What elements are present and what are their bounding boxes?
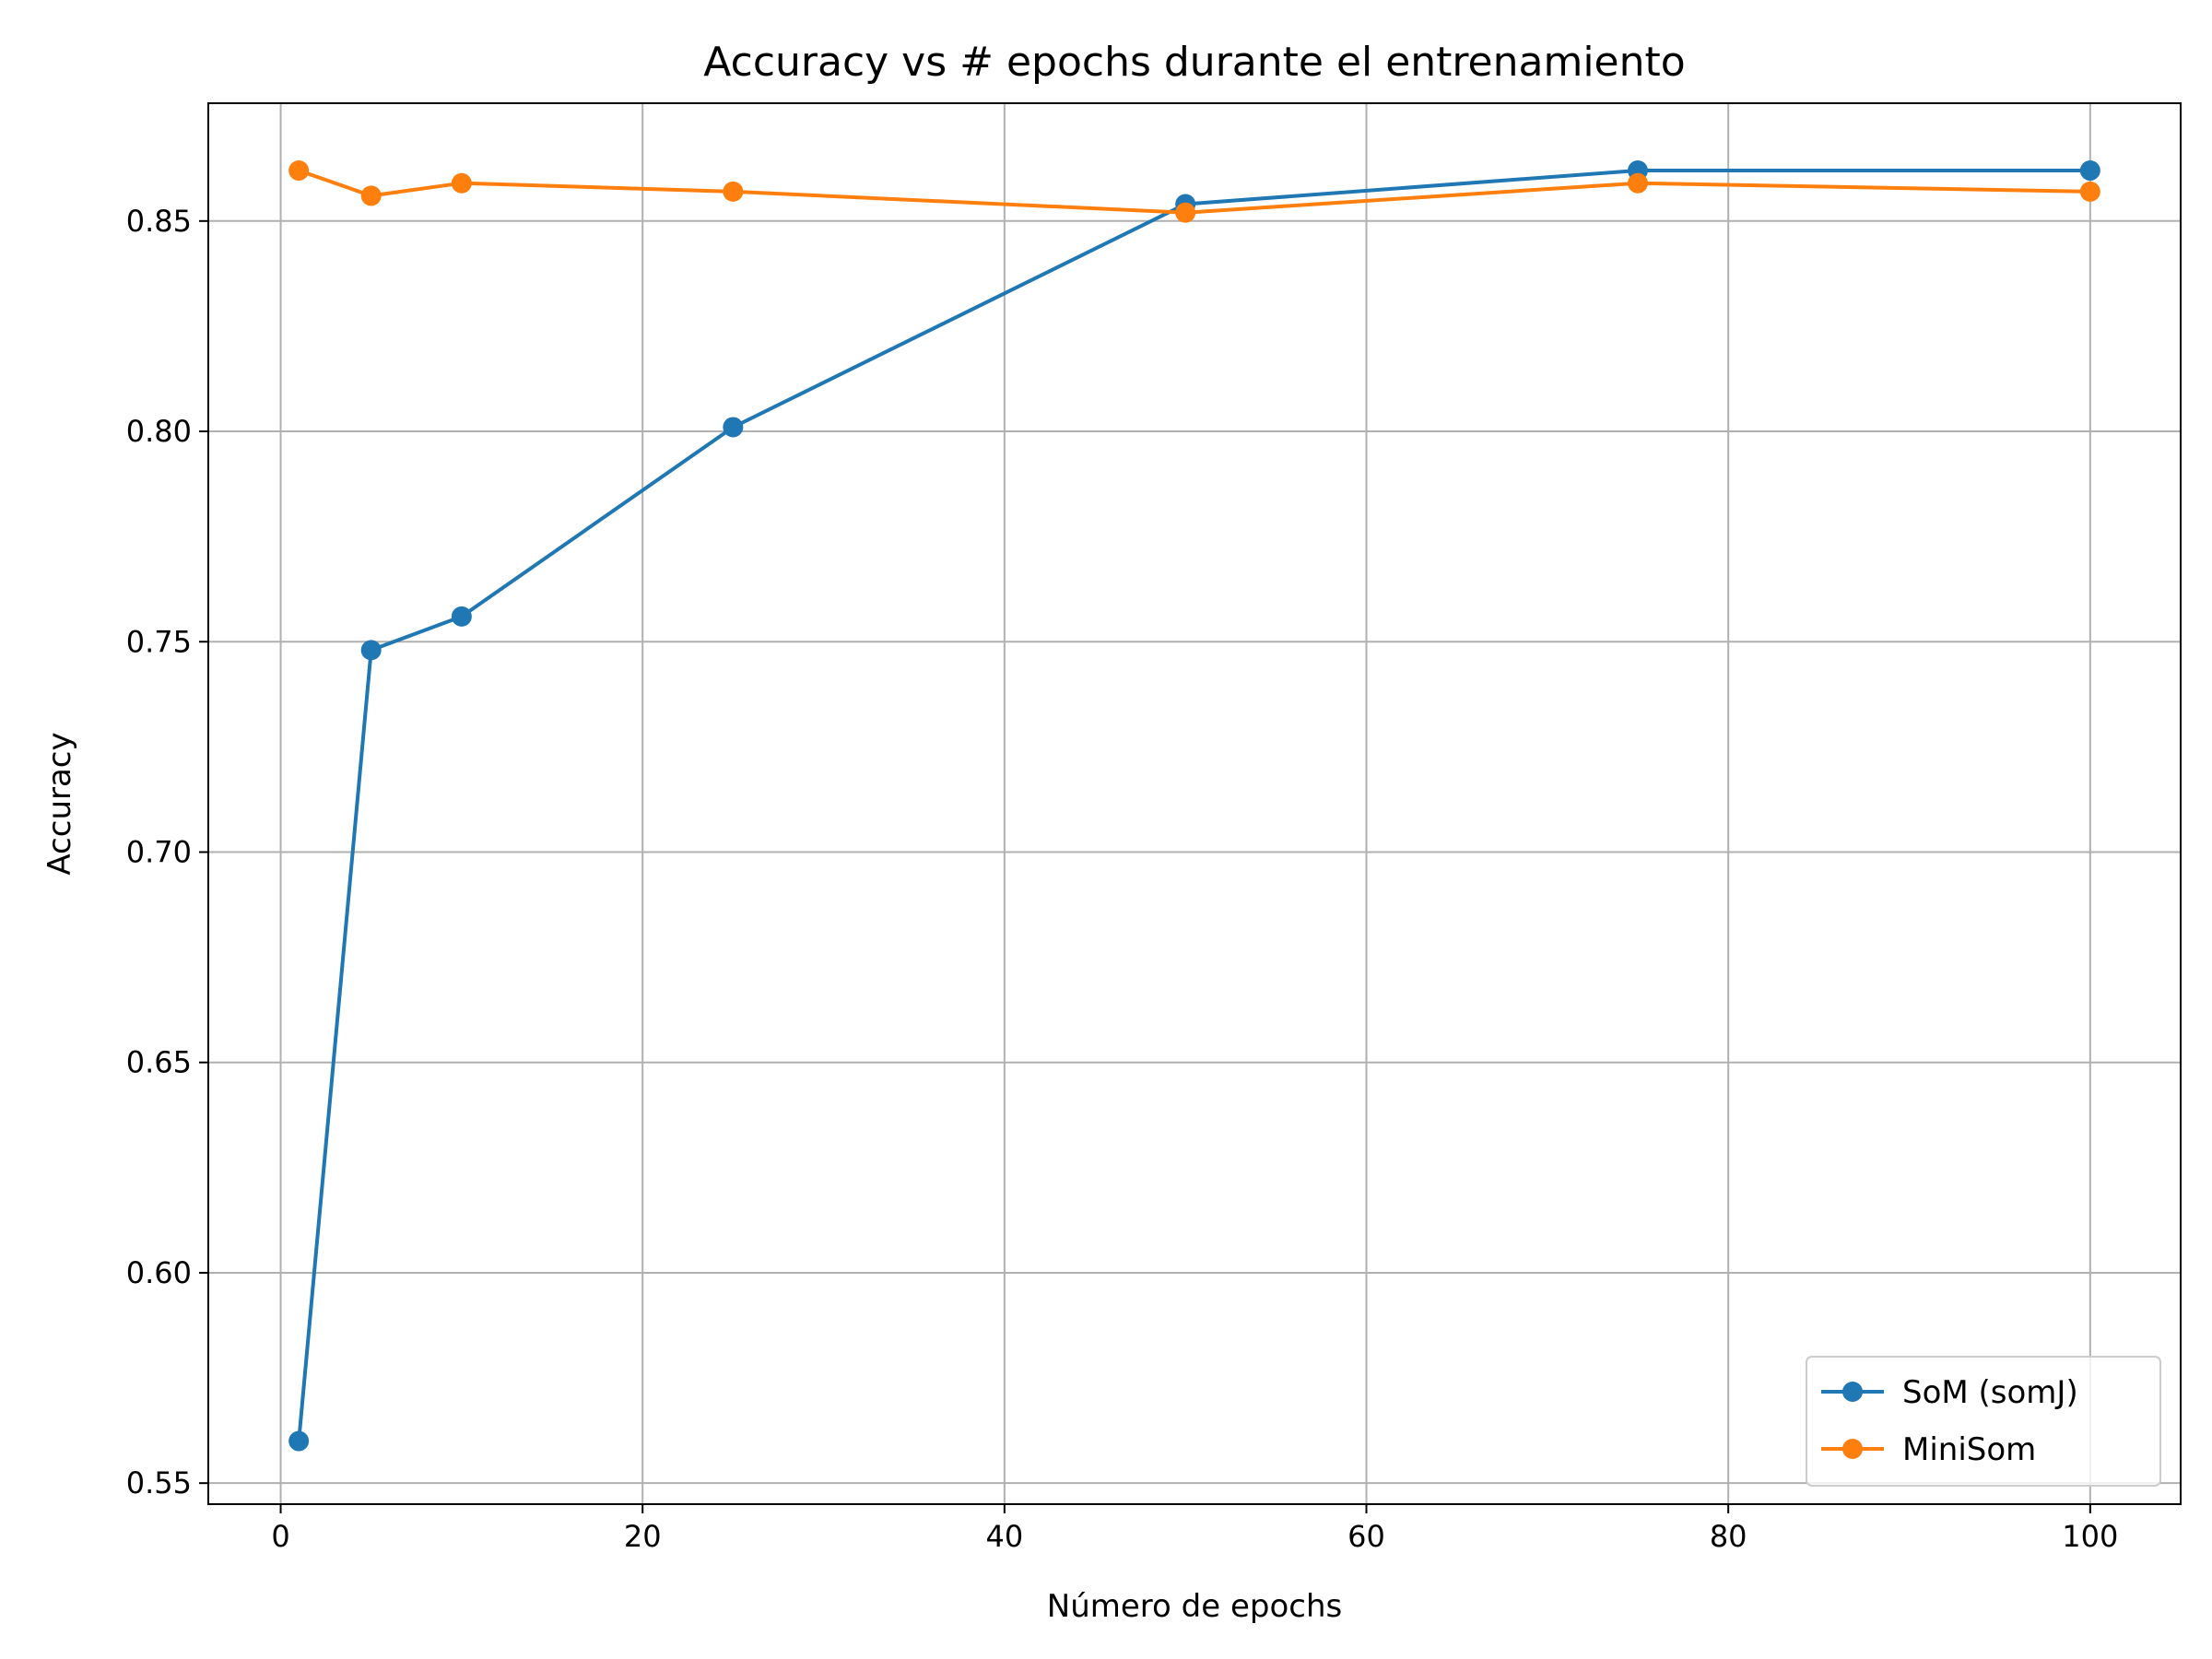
axis-ticks: 0 20 40 60 80 100 0.55 0.60 0.65 0.70 0.75 0.80 0.85	[126, 204, 2119, 1554]
x-tick-label: 0	[271, 1519, 289, 1554]
x-axis-title: Número de epochs	[1047, 1588, 1342, 1625]
x-tick-label: 100	[2062, 1519, 2118, 1554]
series-2-point	[451, 172, 472, 194]
legend-label: MiniSom	[1902, 1431, 2036, 1468]
x-tick-label: 20	[624, 1519, 662, 1554]
series-1-point	[288, 1430, 310, 1452]
grid	[208, 103, 2181, 1504]
x-tick-label: 60	[1347, 1519, 1385, 1554]
x-tick-label: 40	[985, 1519, 1023, 1554]
series-2-point	[2079, 181, 2100, 202]
y-tick-label: 0.55	[126, 1465, 192, 1500]
series-1-point	[360, 640, 382, 661]
legend: SoM (somJ) MiniSom	[1806, 1356, 2161, 1487]
legend-item: MiniSom	[1821, 1431, 2036, 1468]
series-1-point	[723, 417, 744, 438]
legend-box	[1806, 1356, 2161, 1487]
series-1-point	[451, 606, 472, 627]
y-axis-title: Accuracy	[41, 732, 78, 875]
series-2-point	[1628, 172, 1649, 194]
series-2-point	[1175, 202, 1196, 223]
y-tick-label: 0.80	[126, 414, 192, 449]
y-tick-label: 0.85	[126, 204, 192, 239]
series-2-point	[723, 181, 744, 202]
series-layer	[288, 160, 2100, 1452]
chart-title: Accuracy vs # epochs durante el entrenam…	[703, 39, 1685, 86]
x-tick-label: 80	[1710, 1519, 1747, 1554]
legend-label: SoM (somJ)	[1902, 1374, 2078, 1411]
y-tick-label: 0.65	[126, 1045, 192, 1080]
series-2-point	[288, 160, 310, 182]
y-tick-label: 0.70	[126, 834, 192, 869]
series-1	[288, 160, 2100, 1452]
legend-marker	[1842, 1439, 1863, 1459]
plot-frame	[207, 102, 2182, 1505]
y-tick-label: 0.60	[126, 1255, 192, 1290]
series-2-point	[360, 185, 382, 206]
legend-item: SoM (somJ)	[1821, 1374, 2078, 1411]
series-1-point	[2079, 160, 2100, 182]
legend-marker	[1842, 1382, 1863, 1402]
y-tick-label: 0.75	[126, 624, 192, 659]
series-2	[288, 160, 2100, 223]
